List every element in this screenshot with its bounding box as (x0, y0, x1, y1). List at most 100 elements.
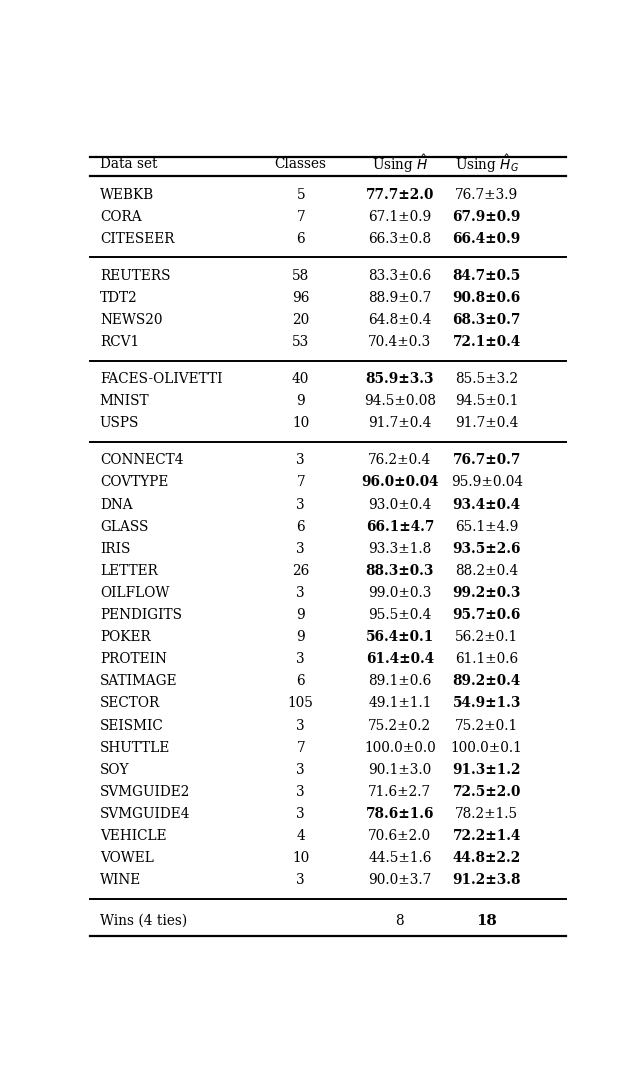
Text: REUTERS: REUTERS (100, 269, 170, 283)
Text: 83.3±0.6: 83.3±0.6 (369, 269, 431, 283)
Text: POKER: POKER (100, 630, 150, 644)
Text: 6: 6 (296, 232, 305, 246)
Text: LETTER: LETTER (100, 563, 157, 578)
Text: WEBKB: WEBKB (100, 187, 154, 201)
Text: 64.8±0.4: 64.8±0.4 (368, 313, 431, 327)
Text: 20: 20 (292, 313, 309, 327)
Text: 66.4±0.9: 66.4±0.9 (452, 232, 521, 246)
Text: 9: 9 (296, 608, 305, 622)
Text: Using $\hat{H}$: Using $\hat{H}$ (372, 153, 428, 176)
Text: 6: 6 (296, 519, 305, 533)
Text: SVMGUIDE4: SVMGUIDE4 (100, 806, 190, 821)
Text: 93.3±1.8: 93.3±1.8 (368, 542, 431, 556)
Text: 85.5±3.2: 85.5±3.2 (455, 373, 518, 387)
Text: USPS: USPS (100, 417, 140, 431)
Text: 72.1±0.4: 72.1±0.4 (452, 335, 521, 349)
Text: OILFLOW: OILFLOW (100, 586, 169, 600)
Text: 67.9±0.9: 67.9±0.9 (452, 210, 521, 224)
Text: 3: 3 (296, 586, 305, 600)
Text: COVTYPE: COVTYPE (100, 476, 168, 489)
Text: DNA: DNA (100, 498, 132, 512)
Text: 3: 3 (296, 785, 305, 799)
Text: 78.6±1.6: 78.6±1.6 (365, 806, 434, 821)
Text: 8: 8 (396, 914, 404, 927)
Text: Using $\hat{H}_G$: Using $\hat{H}_G$ (455, 153, 518, 176)
Text: 91.7±0.4: 91.7±0.4 (368, 417, 431, 431)
Text: 10: 10 (292, 417, 309, 431)
Text: 75.2±0.2: 75.2±0.2 (369, 719, 431, 733)
Text: 94.5±0.08: 94.5±0.08 (364, 394, 436, 408)
Text: 91.2±3.8: 91.2±3.8 (452, 873, 521, 887)
Text: 91.7±0.4: 91.7±0.4 (455, 417, 518, 431)
Text: 99.2±0.3: 99.2±0.3 (452, 586, 521, 600)
Text: 61.4±0.4: 61.4±0.4 (366, 652, 434, 666)
Text: 9: 9 (296, 630, 305, 644)
Text: 56.2±0.1: 56.2±0.1 (455, 630, 518, 644)
Text: 44.8±2.2: 44.8±2.2 (452, 851, 521, 865)
Text: 89.2±0.4: 89.2±0.4 (452, 675, 521, 689)
Text: 93.4±0.4: 93.4±0.4 (452, 498, 521, 512)
Text: 95.9±0.04: 95.9±0.04 (451, 476, 523, 489)
Text: SATIMAGE: SATIMAGE (100, 675, 177, 689)
Text: 49.1±1.1: 49.1±1.1 (368, 696, 431, 710)
Text: 61.1±0.6: 61.1±0.6 (455, 652, 518, 666)
Text: SECTOR: SECTOR (100, 696, 160, 710)
Text: 66.3±0.8: 66.3±0.8 (369, 232, 431, 246)
Text: Classes: Classes (275, 157, 327, 171)
Text: 58: 58 (292, 269, 309, 283)
Text: PROTEIN: PROTEIN (100, 652, 166, 666)
Text: 7: 7 (296, 210, 305, 224)
Text: CONNECT4: CONNECT4 (100, 453, 183, 467)
Text: 78.2±1.5: 78.2±1.5 (455, 806, 518, 821)
Text: 3: 3 (296, 498, 305, 512)
Text: VOWEL: VOWEL (100, 851, 154, 865)
Text: FACES-OLIVETTI: FACES-OLIVETTI (100, 373, 222, 387)
Text: RCV1: RCV1 (100, 335, 139, 349)
Text: 94.5±0.1: 94.5±0.1 (455, 394, 518, 408)
Text: 72.5±2.0: 72.5±2.0 (452, 785, 521, 799)
Text: 54.9±1.3: 54.9±1.3 (452, 696, 521, 710)
Text: 89.1±0.6: 89.1±0.6 (368, 675, 431, 689)
Text: 85.9±3.3: 85.9±3.3 (365, 373, 434, 387)
Text: Data set: Data set (100, 157, 157, 171)
Text: NEWS20: NEWS20 (100, 313, 163, 327)
Text: 68.3±0.7: 68.3±0.7 (452, 313, 521, 327)
Text: 100.0±0.0: 100.0±0.0 (364, 741, 436, 755)
Text: 7: 7 (296, 741, 305, 755)
Text: 3: 3 (296, 873, 305, 887)
Text: 95.7±0.6: 95.7±0.6 (452, 608, 521, 622)
Text: IRIS: IRIS (100, 542, 130, 556)
Text: 40: 40 (292, 373, 309, 387)
Text: 3: 3 (296, 652, 305, 666)
Text: SOY: SOY (100, 763, 129, 776)
Text: 88.2±0.4: 88.2±0.4 (455, 563, 518, 578)
Text: 88.9±0.7: 88.9±0.7 (368, 291, 431, 305)
Text: 9: 9 (296, 394, 305, 408)
Text: 93.0±0.4: 93.0±0.4 (368, 498, 431, 512)
Text: CITESEER: CITESEER (100, 232, 174, 246)
Text: 56.4±0.1: 56.4±0.1 (366, 630, 434, 644)
Text: GLASS: GLASS (100, 519, 148, 533)
Text: 88.3±0.3: 88.3±0.3 (365, 563, 434, 578)
Text: SVMGUIDE2: SVMGUIDE2 (100, 785, 190, 799)
Text: 96: 96 (292, 291, 309, 305)
Text: 90.1±3.0: 90.1±3.0 (368, 763, 431, 776)
Text: 70.6±2.0: 70.6±2.0 (369, 829, 431, 843)
Text: SEISMIC: SEISMIC (100, 719, 164, 733)
Text: 26: 26 (292, 563, 309, 578)
Text: 3: 3 (296, 763, 305, 776)
Text: 99.0±0.3: 99.0±0.3 (368, 586, 431, 600)
Text: CORA: CORA (100, 210, 141, 224)
Text: 76.7±0.7: 76.7±0.7 (452, 453, 521, 467)
Text: WINE: WINE (100, 873, 141, 887)
Text: 4: 4 (296, 829, 305, 843)
Text: SHUTTLE: SHUTTLE (100, 741, 170, 755)
Text: 3: 3 (296, 719, 305, 733)
Text: 67.1±0.9: 67.1±0.9 (368, 210, 431, 224)
Text: 3: 3 (296, 806, 305, 821)
Text: 96.0±0.04: 96.0±0.04 (361, 476, 438, 489)
Text: VEHICLE: VEHICLE (100, 829, 166, 843)
Text: 93.5±2.6: 93.5±2.6 (452, 542, 521, 556)
Text: 100.0±0.1: 100.0±0.1 (451, 741, 523, 755)
Text: 18: 18 (476, 914, 497, 927)
